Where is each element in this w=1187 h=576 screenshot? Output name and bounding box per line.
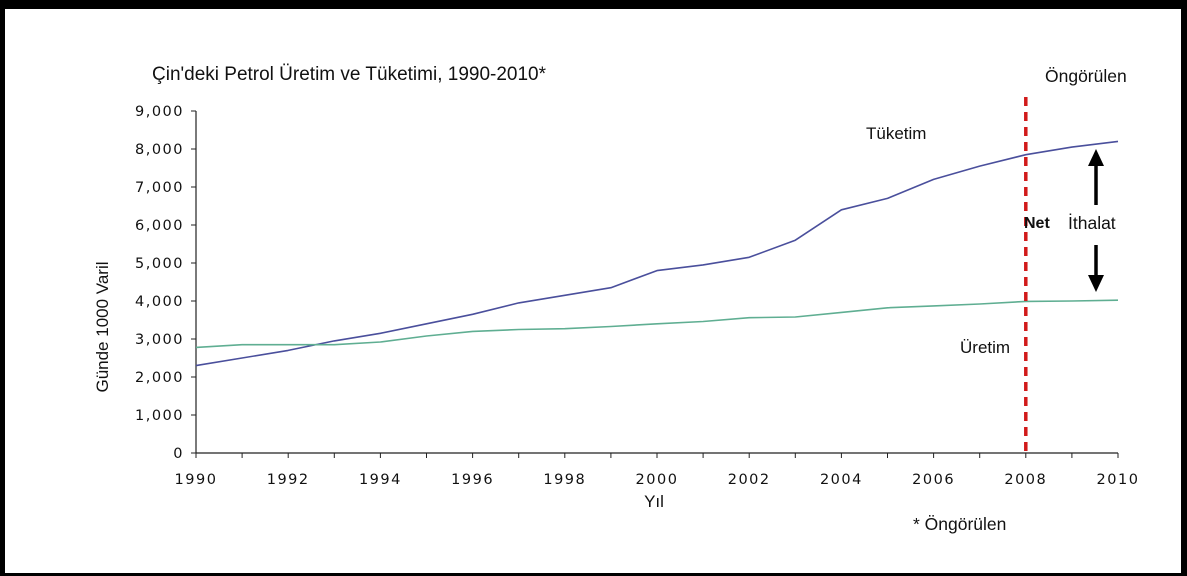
x-tick-label: 2006	[912, 472, 955, 488]
y-tick-label: 5,000	[135, 256, 184, 272]
arrow-up-head	[1088, 149, 1104, 166]
x-tick-label: 1992	[267, 472, 310, 488]
y-tick-label: 9,000	[135, 104, 184, 120]
forecast-label: Öngörülen	[1045, 66, 1127, 86]
y-tick-label: 0	[173, 446, 184, 462]
series-label-consumption: Tüketim	[866, 124, 926, 143]
x-tick-label: 1998	[543, 472, 586, 488]
x-tick-label: 2008	[1004, 472, 1047, 488]
x-tick-label: 1996	[451, 472, 494, 488]
import-label: İthalat	[1068, 213, 1116, 233]
y-tick-label: 2,000	[135, 370, 184, 386]
y-tick-label: 7,000	[135, 180, 184, 196]
x-axis-label: Yıl	[644, 492, 664, 511]
series-label-production: Üretim	[960, 338, 1010, 357]
x-tick-label: 1994	[359, 472, 402, 488]
y-tick-label: 1,000	[135, 408, 184, 424]
x-tick-label: 2010	[1097, 472, 1140, 488]
y-axis-label: Günde 1000 Varil	[93, 261, 112, 392]
y-tick-label: 6,000	[135, 218, 184, 234]
y-tick-labels: 0 1,000 2,000 3,000 4,000 5,000 6,000 7,000 8,00…	[135, 104, 184, 462]
x-tick-labels: 1990 1992 1994 1996 1998 2000 2002 2004 2006 2008…	[175, 472, 1140, 488]
x-tick-label: 1990	[175, 472, 218, 488]
net-import-arrows	[1088, 149, 1104, 292]
x-tick-label: 2004	[820, 472, 863, 488]
chart-title: Çin'deki Petrol Üretim ve Tüketimi, 1990…	[152, 64, 547, 85]
axes	[191, 110, 1119, 458]
series-line-consumption	[195, 140, 1119, 367]
x-tick-label: 2000	[636, 472, 679, 488]
y-tick-label: 3,000	[135, 332, 184, 348]
y-tick-label: 4,000	[135, 294, 184, 310]
net-label: Net	[1024, 215, 1050, 232]
series-layer	[195, 140, 1119, 367]
arrow-down-head	[1088, 275, 1104, 292]
footnote: * Öngörülen	[913, 514, 1006, 534]
series-line-production	[195, 299, 1119, 349]
x-tick-label: 2002	[728, 472, 771, 488]
y-tick-label: 8,000	[135, 142, 184, 158]
